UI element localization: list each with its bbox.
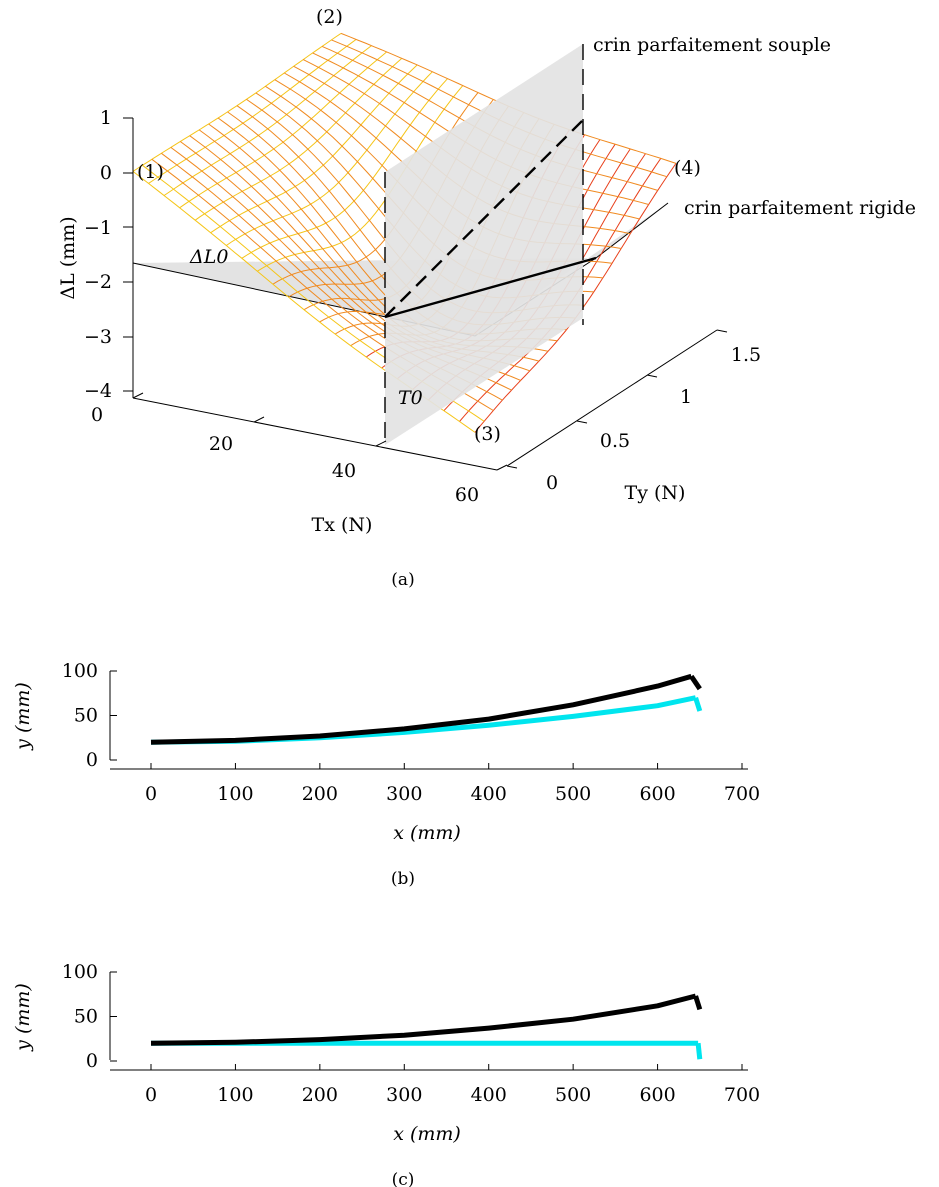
y-axis xyxy=(506,329,718,467)
y-tick-label: 0.5 xyxy=(600,430,630,452)
series-end-segment xyxy=(689,674,702,691)
corner-label-1: (1) xyxy=(137,161,164,183)
delta-l0-label: ΔL0 xyxy=(189,246,228,268)
x-ticks xyxy=(132,392,508,471)
y-tick-label: 0 xyxy=(546,472,558,494)
series-b xyxy=(150,673,703,745)
y-tick-label: 50 xyxy=(74,1006,98,1028)
soft-plane xyxy=(385,44,583,445)
corner-label-3: (3) xyxy=(474,423,501,445)
ticks-c: 0 100 200 300 400 500 600 700 0 50 100 xyxy=(62,961,760,1106)
ticks-b: 0 100 200 300 400 500 600 700 0 50 100 xyxy=(62,660,760,805)
series-end-segment xyxy=(693,696,703,712)
x-tick-label: 200 xyxy=(302,783,338,805)
y-tick-label: 0 xyxy=(86,1050,98,1072)
series-end-segment xyxy=(695,1042,703,1060)
corner-label-2: (2) xyxy=(316,6,343,28)
x-tick-label: 400 xyxy=(471,1084,507,1106)
x-tick-label: 20 xyxy=(209,433,233,455)
x-tick-label: 40 xyxy=(332,460,356,482)
x-tick-label: 100 xyxy=(217,1084,253,1106)
line-chart-b: 0 100 200 300 400 500 600 700 0 50 100 y (mm) x (m… xyxy=(12,660,760,889)
rigid-plane-label: crin parfaitement rigide xyxy=(684,197,916,219)
z-tick-label: −3 xyxy=(84,326,112,348)
x-tick-label: 200 xyxy=(302,1084,338,1106)
z-tick-label: 0 xyxy=(100,162,112,184)
y-axis-label-c: y (mm) xyxy=(12,983,34,1052)
series-line xyxy=(150,695,697,745)
series-line xyxy=(150,993,697,1046)
x-tick-label: 700 xyxy=(724,783,760,805)
caption-c: (c) xyxy=(392,1170,415,1187)
x-tick-label: 700 xyxy=(724,1084,760,1106)
surface-chart: 1 0 −1 −2 −3 −4 ΔL (mm) 0 20 40 60 Tx (N… xyxy=(57,6,916,590)
x-tick-label: 0 xyxy=(145,1084,157,1106)
y-tick-label: 1 xyxy=(680,386,692,408)
y-tick-label: 1.5 xyxy=(731,344,761,366)
z-tick-label: 1 xyxy=(100,107,112,129)
x-axis xyxy=(132,397,498,471)
y-tick-label: 100 xyxy=(62,961,98,983)
t0-label: T0 xyxy=(398,387,423,409)
line-chart-c: 0 100 200 300 400 500 600 700 0 50 100 y (mm) x (m… xyxy=(12,961,760,1187)
surface-grid-line xyxy=(148,38,357,184)
z-tick-label: −2 xyxy=(84,271,112,293)
x-tick-label: 400 xyxy=(471,783,507,805)
caption-b: (b) xyxy=(391,869,415,889)
corner-label-4: (4) xyxy=(674,157,701,179)
z-tick-label: −4 xyxy=(84,380,112,402)
soft-plane-label: crin parfaitement souple xyxy=(593,34,831,56)
soft-plane-diagonal xyxy=(384,119,584,318)
x-axis-label: Tx (N) xyxy=(312,514,373,536)
y-ticks xyxy=(506,329,728,469)
y-axis-label-b: y (mm) xyxy=(12,682,34,751)
x-tick-label: 300 xyxy=(386,1084,422,1106)
y-axis-label: Ty (N) xyxy=(625,482,686,504)
x-tick-label: 600 xyxy=(639,1084,675,1106)
x-tick-label: 500 xyxy=(555,783,591,805)
y-tick-label: 0 xyxy=(86,749,98,771)
z-ticks xyxy=(123,117,133,392)
x-tick-label: 300 xyxy=(386,783,422,805)
x-tick-label: 600 xyxy=(639,783,675,805)
x-axis-label-c: x (mm) xyxy=(393,1123,461,1145)
series-c xyxy=(150,993,703,1060)
surface-grid-line xyxy=(179,51,388,209)
x-tick-label: 60 xyxy=(455,484,479,506)
x-tick-label: 0 xyxy=(91,404,103,426)
x-tick-label: 100 xyxy=(217,783,253,805)
x-axis-label-b: x (mm) xyxy=(393,822,461,844)
series-end-segment xyxy=(693,995,703,1011)
series-line xyxy=(150,673,692,745)
caption-a: (a) xyxy=(391,570,414,590)
y-tick-label: 50 xyxy=(74,705,98,727)
x-tick-label: 500 xyxy=(555,1084,591,1106)
x-tick-label: 0 xyxy=(145,783,157,805)
y-tick-label: 100 xyxy=(62,660,98,682)
z-axis-label: ΔL (mm) xyxy=(57,216,79,299)
z-tick-label: −1 xyxy=(84,217,112,239)
rigid-plane-diagonal xyxy=(384,256,597,319)
